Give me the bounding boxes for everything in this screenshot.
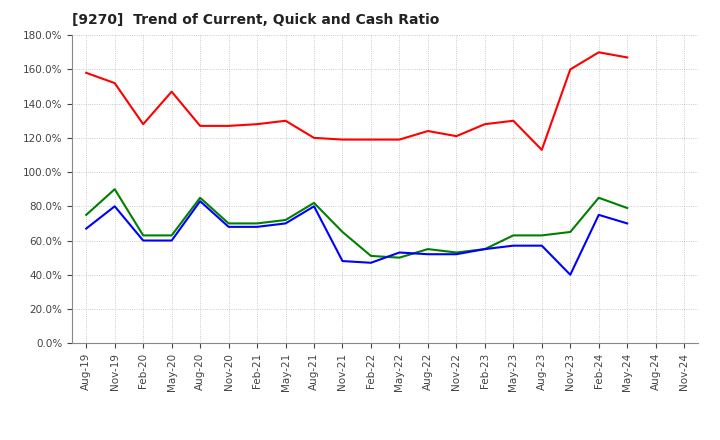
Quick Ratio xyxy=(366,253,375,259)
Quick Ratio xyxy=(595,195,603,200)
Cash Ratio xyxy=(452,252,461,257)
Quick Ratio xyxy=(282,217,290,223)
Current Ratio xyxy=(310,135,318,140)
Text: [9270]  Trend of Current, Quick and Cash Ratio: [9270] Trend of Current, Quick and Cash … xyxy=(72,13,439,27)
Current Ratio xyxy=(623,55,631,60)
Line: Cash Ratio: Cash Ratio xyxy=(86,201,627,275)
Cash Ratio xyxy=(253,224,261,230)
Cash Ratio xyxy=(338,258,347,264)
Cash Ratio xyxy=(509,243,518,248)
Current Ratio xyxy=(110,81,119,86)
Quick Ratio xyxy=(167,233,176,238)
Cash Ratio xyxy=(110,204,119,209)
Quick Ratio xyxy=(452,250,461,255)
Cash Ratio xyxy=(395,250,404,255)
Cash Ratio xyxy=(423,252,432,257)
Current Ratio xyxy=(423,128,432,134)
Current Ratio xyxy=(82,70,91,76)
Current Ratio xyxy=(366,137,375,142)
Current Ratio xyxy=(395,137,404,142)
Quick Ratio xyxy=(110,187,119,192)
Quick Ratio xyxy=(566,229,575,235)
Quick Ratio xyxy=(509,233,518,238)
Quick Ratio xyxy=(395,255,404,260)
Cash Ratio xyxy=(82,226,91,231)
Line: Current Ratio: Current Ratio xyxy=(86,52,627,150)
Cash Ratio xyxy=(167,238,176,243)
Current Ratio xyxy=(253,121,261,127)
Quick Ratio xyxy=(139,233,148,238)
Current Ratio xyxy=(509,118,518,123)
Quick Ratio xyxy=(480,246,489,252)
Current Ratio xyxy=(196,123,204,128)
Cash Ratio xyxy=(566,272,575,277)
Cash Ratio xyxy=(282,221,290,226)
Cash Ratio xyxy=(139,238,148,243)
Current Ratio xyxy=(282,118,290,123)
Quick Ratio xyxy=(225,221,233,226)
Quick Ratio xyxy=(310,200,318,205)
Current Ratio xyxy=(225,123,233,128)
Current Ratio xyxy=(338,137,347,142)
Current Ratio xyxy=(537,147,546,153)
Cash Ratio xyxy=(537,243,546,248)
Cash Ratio xyxy=(310,204,318,209)
Current Ratio xyxy=(139,121,148,127)
Quick Ratio xyxy=(423,246,432,252)
Quick Ratio xyxy=(623,205,631,211)
Quick Ratio xyxy=(196,195,204,200)
Quick Ratio xyxy=(82,212,91,217)
Current Ratio xyxy=(452,133,461,139)
Current Ratio xyxy=(595,50,603,55)
Current Ratio xyxy=(566,67,575,72)
Cash Ratio xyxy=(595,212,603,217)
Cash Ratio xyxy=(225,224,233,230)
Current Ratio xyxy=(480,121,489,127)
Quick Ratio xyxy=(537,233,546,238)
Line: Quick Ratio: Quick Ratio xyxy=(86,189,627,258)
Cash Ratio xyxy=(480,246,489,252)
Cash Ratio xyxy=(196,198,204,204)
Quick Ratio xyxy=(338,229,347,235)
Cash Ratio xyxy=(366,260,375,265)
Quick Ratio xyxy=(253,221,261,226)
Current Ratio xyxy=(167,89,176,94)
Cash Ratio xyxy=(623,221,631,226)
